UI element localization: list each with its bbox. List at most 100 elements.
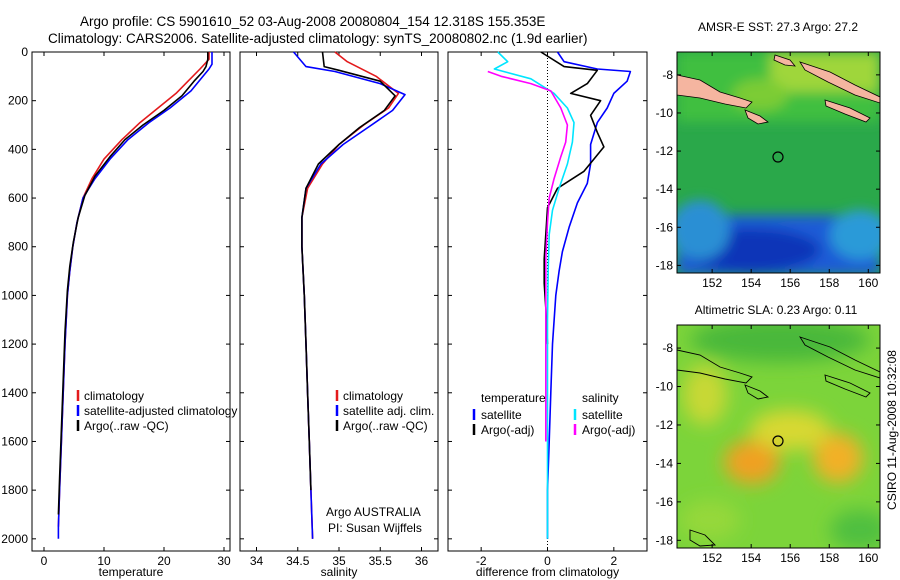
depth-tick-label: 2000 <box>1 532 28 546</box>
sla-field-eddy-b <box>813 433 863 483</box>
sst-argo-location <box>772 151 784 163</box>
sla-map-title: Altimetric SLA: 0.23 Argo: 0.11 <box>695 303 858 317</box>
temperature-legend-label: satellite-adjusted climatology <box>84 404 237 418</box>
sla-axes-ytick-label: -18 <box>656 533 674 547</box>
sla-axes-ytick-label: -14 <box>656 456 674 470</box>
sla-field-north <box>690 325 870 362</box>
temperature-xtick-label: 10 <box>97 554 111 568</box>
salinity-xtick-label: 35 <box>332 554 346 568</box>
timestamp: CSIRO 11-Aug-2008 10:32:08 <box>885 350 899 510</box>
salinity-frame <box>239 51 439 552</box>
sst-axes-ytick-label: -12 <box>656 144 674 158</box>
sla-coast-solomons <box>798 336 880 379</box>
depth-tick-label: 800 <box>8 240 28 254</box>
depth-tick-label: 1000 <box>1 288 28 302</box>
sla-field-southeast <box>830 510 880 548</box>
sla-map <box>677 325 880 548</box>
depth-tick-label: 1600 <box>1 434 28 448</box>
temperature-xlabel: temperature <box>99 565 164 579</box>
temperature-legend-label: Argo(..raw -QC) <box>84 419 169 433</box>
sst-land-solomons-south <box>824 99 871 123</box>
sst-land-solomons <box>799 61 880 104</box>
sst-axes-xtick-label: 160 <box>858 276 878 290</box>
difference-legend-col1-title: temperature <box>481 391 546 405</box>
temperature-series-argo <box>57 52 209 515</box>
sla-coast-newguinea <box>677 349 753 384</box>
difference-legend-label: satellite <box>481 408 522 422</box>
temperature-panel: 0 200 400 600 800 1000 1200 1400 1600 1800 2000 0 10… <box>1 45 237 579</box>
temperature-frame <box>31 51 231 552</box>
sla-axes-xtick-label: 160 <box>858 551 878 565</box>
salinity-xtick-label: 35.5 <box>369 554 393 568</box>
sst-land-newguinea <box>677 74 753 109</box>
sst-map-title: AMSR-E SST: 27.3 Argo: 27.2 <box>698 20 858 34</box>
salinity-xlabel: salinity <box>321 565 358 579</box>
sla-axes-xtick-label: 152 <box>702 551 722 565</box>
sla-axes-xtick-label: 156 <box>780 551 800 565</box>
sst-axes-frame <box>676 51 881 274</box>
salinity-xtick-label: 34.5 <box>286 554 310 568</box>
depth-tick-label: 600 <box>8 191 28 205</box>
temperature-xtick-label: 0 <box>41 554 48 568</box>
depth-tick-label: 1400 <box>1 386 28 400</box>
salinity-xtick-label: 34 <box>250 554 264 568</box>
sla-coast-solomons-south <box>824 374 871 398</box>
sla-axes-ytick-label: -16 <box>656 495 674 509</box>
sst-field-southwest <box>677 200 730 260</box>
salinity-series-argo <box>301 51 396 491</box>
difference-series-salinity-argo <box>487 70 569 442</box>
depth-tick-label: 400 <box>8 142 28 156</box>
sla-axes-ytick-label: -10 <box>656 380 674 394</box>
sst-axes-ytick-label: -10 <box>656 106 674 120</box>
difference-xtick-label: 0 <box>544 554 551 568</box>
sla-field-southwest <box>680 500 740 540</box>
sst-land-bougainville <box>773 54 796 67</box>
depth-tick-label: 0 <box>21 45 28 59</box>
sla-axes-ytick-label: -12 <box>656 418 674 432</box>
sla-axes-xtick-label: 154 <box>741 551 761 565</box>
salinity-xtick-label: 36 <box>415 554 429 568</box>
depth-tick-label: 1200 <box>1 337 28 351</box>
sla-field-eddy-d <box>683 365 727 425</box>
sla-map-axes: 152 154 156 158 160 -8 -10 -12 -14 -16 -18 <box>656 324 881 565</box>
header-line1: Argo profile: CS 5901610_52 03-Aug-2008 … <box>80 14 545 29</box>
sla-field-eddy-c <box>750 410 830 450</box>
difference-xtick-label: -2 <box>476 554 487 568</box>
difference-legend-label: Argo(-adj) <box>481 423 534 437</box>
difference-legend-col2-title: salinity <box>582 391 619 405</box>
salinity-legend-label: climatology <box>343 389 403 403</box>
sla-coast-louisiade <box>744 384 770 400</box>
sst-axes-ytick-label: -18 <box>656 258 674 272</box>
temperature-legend-label: climatology <box>84 389 144 403</box>
sst-map <box>677 52 880 273</box>
sst-axes-ytick-label: -16 <box>656 220 674 234</box>
difference-xlabel: difference from climatology <box>476 565 619 579</box>
credit-line2: PI: Susan Wijffels <box>328 521 422 535</box>
difference-legend-label: satellite <box>582 408 623 422</box>
sst-axes-xtick-label: 152 <box>702 276 722 290</box>
difference-series-salinity-satellite <box>493 51 575 539</box>
salinity-panel: 34 34.5 35 35.5 36 salinity climatologysatelli… <box>239 51 439 579</box>
difference-series-temperature-satellite <box>546 51 632 539</box>
sla-coast-reef <box>689 529 717 547</box>
difference-xtick-label: 2 <box>610 554 617 568</box>
depth-tick-label: 200 <box>8 94 28 108</box>
sst-axes-xtick-label: 158 <box>819 276 839 290</box>
sst-axes-xtick-label: 156 <box>780 276 800 290</box>
sla-axes-ytick-label: -8 <box>662 341 673 355</box>
sst-land-louisiade <box>744 109 769 125</box>
sst-axes-ytick-label: -8 <box>662 68 673 82</box>
credit-line1: Argo AUSTRALIA <box>326 505 421 519</box>
sst-field-east <box>830 210 880 260</box>
sst-axes-ytick-label: -14 <box>656 182 674 196</box>
sst-map-axes: 152 154 156 158 160 -8 -10 -12 -14 -16 -18 <box>656 51 881 290</box>
sla-field-eddy-a <box>724 440 780 484</box>
depth-tick-label: 1800 <box>1 483 28 497</box>
sla-axes-frame <box>676 324 881 549</box>
sla-axes-xtick-label: 158 <box>819 551 839 565</box>
salinity-legend-label: Argo(..raw -QC) <box>343 419 428 433</box>
sst-axes-xtick-label: 154 <box>741 276 761 290</box>
header-line2: Climatology: CARS2006. Satellite-adjuste… <box>48 31 588 46</box>
